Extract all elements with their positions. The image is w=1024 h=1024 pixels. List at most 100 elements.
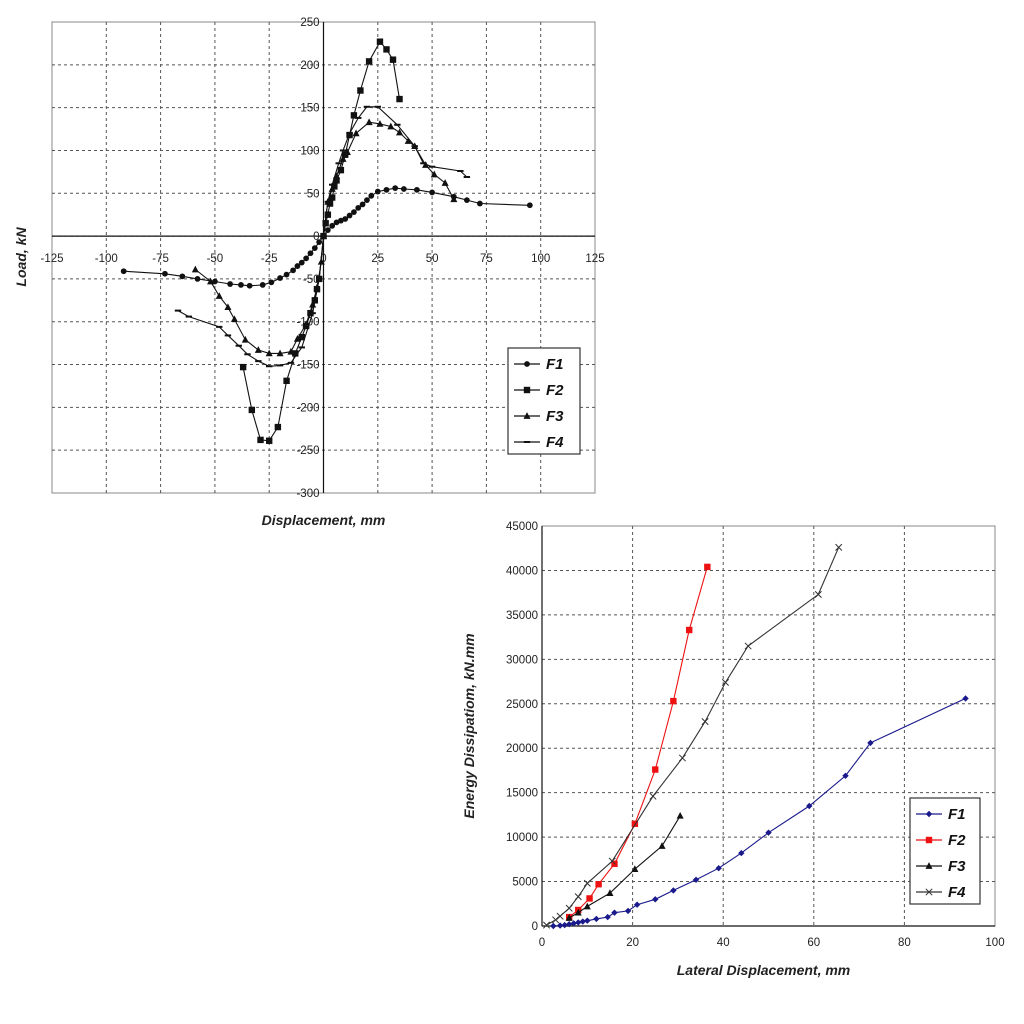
diamond-marker <box>806 802 813 810</box>
circle-marker <box>277 275 283 281</box>
series-f1 <box>550 695 969 930</box>
x-marker-stroke <box>574 893 582 901</box>
x-tick-label: -100 <box>95 253 118 265</box>
square-marker <box>322 220 329 227</box>
x-marker-stroke <box>608 857 616 865</box>
y-tick-label: 100 <box>300 145 319 157</box>
triangle-marker <box>265 349 273 357</box>
circle-marker <box>333 219 340 226</box>
x-tick-label: -125 <box>40 253 63 265</box>
y-tick-label: 250 <box>300 17 319 29</box>
circle-marker <box>364 197 370 204</box>
square-marker <box>350 112 358 119</box>
circle-marker <box>342 216 349 222</box>
diamond-marker <box>561 921 568 929</box>
circle-marker <box>303 255 310 262</box>
y-tick-label: -100 <box>296 317 319 329</box>
diamond-marker <box>670 887 677 894</box>
legend-item-f3: F3 <box>916 858 966 875</box>
y-tick-label: 15000 <box>506 788 538 800</box>
x-tick-label: 20 <box>626 937 639 949</box>
x-marker-stroke <box>721 678 730 686</box>
y-tick-label: 35000 <box>506 610 538 622</box>
y-tick-label: 200 <box>300 60 319 72</box>
square-marker <box>274 423 282 431</box>
legend-label: F3 <box>546 408 564 425</box>
x-marker <box>835 543 843 551</box>
series-line <box>177 106 468 367</box>
y-tick-label: -250 <box>296 445 319 457</box>
circle-marker <box>246 282 253 289</box>
triangle-marker <box>676 811 684 819</box>
legend: F1 F2 F3 F4 <box>507 347 581 455</box>
series-f4 <box>542 543 843 929</box>
circle-marker <box>324 227 331 233</box>
circle-marker <box>346 212 353 219</box>
triangle-marker <box>376 120 384 127</box>
triangle-marker <box>450 195 458 203</box>
y-axis-label: Load, kN <box>13 227 29 287</box>
square-marker <box>331 183 338 190</box>
circle-marker <box>463 197 470 204</box>
square-marker <box>248 406 256 414</box>
x-marker-stroke <box>649 792 657 800</box>
circle-marker <box>368 192 375 199</box>
triangle-marker <box>430 170 438 178</box>
square-marker <box>266 437 273 444</box>
circle-marker <box>212 278 218 285</box>
diamond-marker <box>652 896 659 903</box>
square-marker <box>376 38 384 45</box>
y-tick-label: 0 <box>313 231 319 243</box>
legend-item-f1: F1 <box>916 806 966 823</box>
triangle-marker <box>925 862 933 869</box>
legend-item-f2: F2 <box>916 832 966 849</box>
x-tick-label: 125 <box>585 253 604 265</box>
triangle-marker <box>293 335 301 342</box>
legend-item-f4: F4 <box>514 434 564 451</box>
diamond-marker <box>765 829 772 836</box>
y-tick-label: 50 <box>307 188 320 200</box>
x-marker-stroke <box>542 921 551 929</box>
square-marker <box>383 46 390 53</box>
y-tick-label: 5000 <box>512 877 538 889</box>
x-tick-label: 60 <box>807 937 820 949</box>
y-tick-label: 25000 <box>506 699 538 711</box>
circle-marker <box>414 186 420 193</box>
y-tick-label: -50 <box>303 274 320 286</box>
x-tick-label: 50 <box>426 253 439 265</box>
square-marker <box>925 836 933 844</box>
legend-label: F1 <box>948 806 966 823</box>
x-marker-stroke <box>552 916 560 924</box>
x-marker <box>565 904 573 912</box>
square-marker <box>337 166 345 174</box>
legend-box <box>507 347 581 455</box>
x-tick-label: 100 <box>531 253 550 265</box>
diamond-marker <box>556 922 564 929</box>
triangle-marker <box>658 842 666 849</box>
y-tick-label: 150 <box>300 103 319 115</box>
triangle-marker <box>365 118 373 126</box>
x-axis-label: Lateral Displacement, mm <box>677 962 851 978</box>
x-marker-stroke <box>814 590 822 598</box>
square-marker <box>346 131 353 139</box>
circle-marker <box>179 273 186 280</box>
triangle-marker <box>441 179 449 186</box>
legend-item-f2: F2 <box>514 382 564 399</box>
square-marker <box>298 333 305 341</box>
diamond-marker <box>611 909 618 916</box>
triangle-marker <box>313 283 321 291</box>
circle-marker <box>477 200 483 207</box>
square-marker <box>283 377 290 385</box>
diamond-marker <box>867 739 874 747</box>
x-marker <box>744 642 752 650</box>
x-axis-label: Displacement, mm <box>262 512 386 528</box>
x-marker <box>925 888 933 896</box>
series-f3 <box>191 118 458 357</box>
y-tick-label: 40000 <box>506 565 538 577</box>
diamond-marker <box>565 921 573 928</box>
triangle-marker <box>339 155 347 162</box>
triangle-marker <box>583 902 591 910</box>
triangle-marker <box>574 908 582 916</box>
triangle-marker <box>523 412 531 419</box>
